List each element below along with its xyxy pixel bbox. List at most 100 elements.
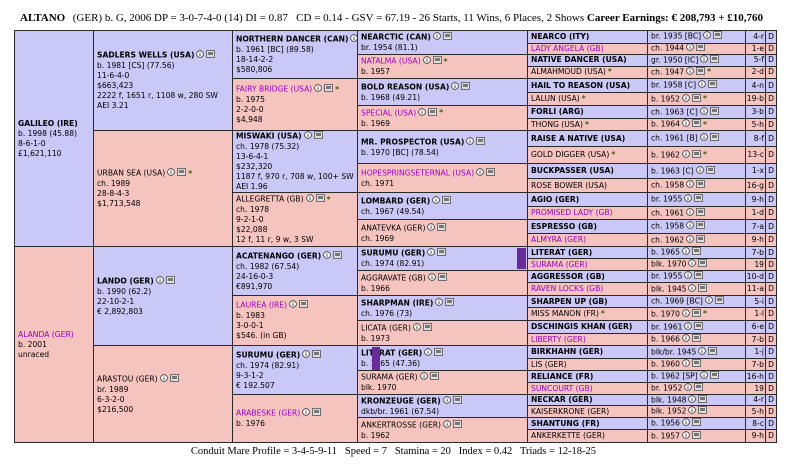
ancestor-info: ch. 1969 [BC] [647, 295, 746, 308]
horse-name: SURUMU (GER) [236, 350, 301, 359]
ancestor-detail: 28-8-4-3 [97, 189, 130, 198]
ancestor-detail: b. 1965 (47.36) [361, 358, 421, 368]
d-link: D [768, 150, 774, 159]
info-icon [682, 149, 690, 161]
family-cell: 7-a [745, 219, 766, 234]
ancestor-detail: b. 1968 (49.21) [361, 92, 421, 102]
info-icon [323, 250, 332, 262]
horse-name: FAIRY BRIDGE (USA) [236, 84, 313, 94]
inbreeding-bar [517, 248, 526, 269]
info-icon [314, 84, 323, 95]
ancestor-detail: br. 1961 [651, 322, 683, 331]
ancestor-cell: LALUN (USA) * [527, 92, 648, 106]
ancestor-detail: ch. 1967 (49.54) [361, 206, 425, 216]
family-number: 4-n [751, 80, 764, 90]
flag-icon [698, 259, 708, 270]
ancestor-cell: ALMAHMOUD (USA) * [527, 65, 648, 79]
ancestor-detail: 11-6-4-0 [97, 71, 130, 80]
family-cell: 11-a [745, 282, 766, 296]
ancestor-detail: 8-6-1-0 [18, 138, 46, 148]
ancestor-detail: ch. 1947 [651, 67, 685, 77]
d-cell: D [765, 358, 777, 371]
flag-icon [694, 383, 704, 394]
star: * [326, 194, 331, 204]
flag-icon [692, 418, 701, 429]
ancestor-detail: blk. 1945 [651, 284, 687, 293]
ancestor-detail: 6-3-2-0 [97, 394, 125, 404]
flag-icon [445, 297, 455, 309]
info-line: blk. 1945 [651, 283, 742, 295]
family-number: 16-h [746, 371, 764, 381]
horse-name: ALANDA (GER) [18, 329, 74, 339]
info-line: b. 1965 [651, 247, 742, 258]
horse-name: GOLD DIGGER (USA) [531, 150, 610, 159]
ancestor-detail: blk. 1948 [651, 395, 687, 404]
family-cell: 4-n [745, 78, 766, 93]
name-line: RAVEN LOCKS (GB) [531, 284, 644, 294]
star: * [584, 119, 589, 129]
ancestor-cell: ALMYRA (GER) [527, 233, 648, 247]
horse-name: LITERAT (GER) [361, 348, 423, 357]
d-cell: D [765, 130, 777, 147]
horse-name: LANDO (GER) [97, 276, 154, 285]
horse-name: NECKAR (GER) [531, 395, 593, 404]
horse-name: BIRKHAHN (GER) [531, 347, 604, 356]
name-line: ACATENANGO (GER) [236, 250, 354, 262]
name-line: FAIRY BRIDGE (USA) * [236, 84, 354, 95]
info-line: ch. 1958 [651, 221, 742, 232]
ancestor-detail: b. 1998 (45.88) [18, 128, 78, 138]
flag-icon [694, 194, 704, 205]
info-icon [682, 430, 690, 442]
horse-name: KAISERKRONE (GER) [531, 406, 610, 416]
family-cell: 8-f [745, 130, 766, 147]
flag-icon [452, 395, 462, 407]
name-line: URBAN SEA (USA) * [97, 168, 229, 179]
ancestor-cell: MR. PROSPECTOR (USA) b. 1970 [BC] (78.54) [357, 130, 528, 164]
ancestor-detail: ch. 1963 [C] [651, 107, 698, 116]
name-line: GOLD DIGGER (USA) * [531, 150, 644, 160]
earnings-label: Career Earnings: [586, 12, 669, 24]
horse-name: ALLEGRETTA (GB) [236, 194, 304, 204]
flag-icon [312, 408, 322, 419]
ancestor-info: br. 1952 [647, 382, 746, 395]
horse-name: ARASTOU (GER) [97, 374, 158, 383]
d-cell: D [765, 178, 777, 193]
family-number: 9-h [751, 431, 764, 440]
ancestor-info: ch. 1958 [647, 219, 746, 234]
ancestor-info: br. 1955 [647, 192, 746, 207]
ancestor-cell: LOMBARD (GER) ch. 1967 (49.54) [357, 192, 528, 220]
info-icon [435, 297, 444, 309]
ancestor-info: blk. 1945 [647, 282, 746, 296]
family-cell: 19-b [745, 92, 766, 106]
family-number: 1-d [751, 208, 764, 217]
name-line: HAIL TO REASON (USA) [531, 81, 644, 91]
info-line: b. 1964 * [651, 119, 742, 130]
d-link: D [768, 43, 774, 53]
ancestor-detail: b. 1963 [C] [651, 166, 694, 175]
d-cell: D [765, 65, 777, 79]
ancestor-detail: b. 1960 [651, 359, 680, 369]
ancestor-cell: ANKERKETTE (GER) [527, 429, 648, 443]
family-number: 6-e [751, 322, 764, 331]
ancestor-detail: b. 1976 [236, 419, 265, 428]
ancestor-detail: ch. 1976 (73) [361, 308, 413, 318]
info-icon [302, 349, 311, 361]
info-icon [451, 81, 460, 93]
ancestor-info: br. 1958 [C] [647, 78, 746, 93]
horse-name: KRONZEUGE (GER) [361, 396, 441, 405]
info-line: b. 1962 * [651, 149, 742, 161]
header: ALTANO (GER) b. G, 2006 DP = 3-0-7-4-0 (… [20, 12, 763, 24]
flag-icon [696, 221, 706, 232]
ancestor-detail: b. 1962 [SP] [651, 371, 698, 381]
ancestor-detail: ch. 1978 [236, 205, 270, 214]
ancestor-detail: $216,500 [97, 404, 134, 414]
star: * [702, 119, 707, 129]
ancestor-cell: SADLERS WELLS (USA) b. 1981 [CS] (77.56) 1… [93, 30, 233, 131]
info-icon [682, 418, 690, 429]
name-line: BOLD REASON (USA) [361, 81, 524, 93]
info-icon [418, 107, 427, 119]
ancestor-cell: LANDO (GER) b. 1990 (62.2) 22-10-2-1 € 2,89… [93, 246, 233, 346]
family-number: 7-b [751, 334, 764, 344]
ancestor-info: b. 1962 * [647, 146, 746, 164]
ancestor-info: ch. 1963 [C] [647, 105, 746, 119]
